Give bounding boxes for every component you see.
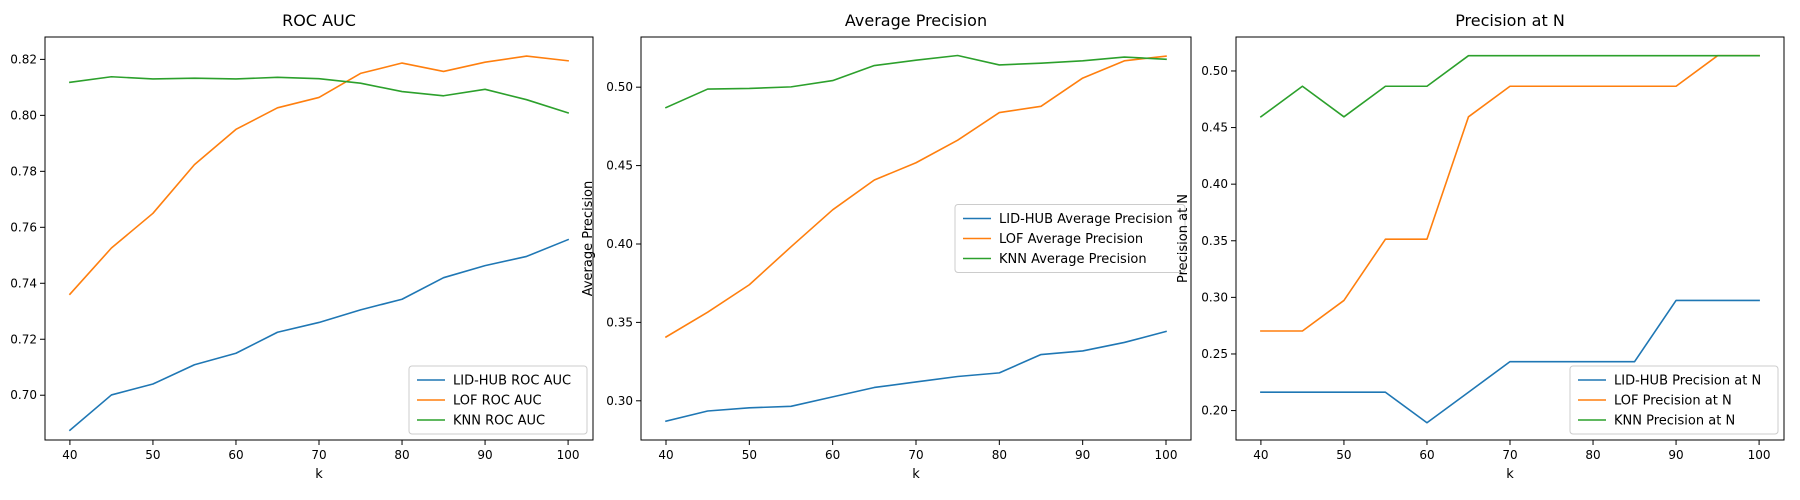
chart-title: ROC AUC xyxy=(282,11,356,30)
y-tick-label: 0.40 xyxy=(606,237,633,251)
series-line-3 xyxy=(1259,54,1760,118)
y-tick-label: 0.45 xyxy=(1201,121,1228,135)
chart-panel-3: Precision at N 40 50 60 70 80 90 100 0.20 0.25 0.3… xyxy=(1176,11,1785,482)
legend-label: KNN ROC AUC xyxy=(453,414,545,429)
x-tick-label: 100 xyxy=(1748,448,1771,462)
x-tick-label: 90 xyxy=(1668,448,1683,462)
series-line-2 xyxy=(68,55,569,296)
series-line-3 xyxy=(664,54,1167,109)
x-tick-label: 50 xyxy=(1336,448,1351,462)
x-tick-label: 100 xyxy=(557,448,580,462)
y-tick-label: 0.50 xyxy=(1201,64,1228,78)
chart-panel-1: ROC AUC 40 50 60 70 80 90 100 0.70 0.72 0.74 0.76 0.… xyxy=(10,11,594,482)
x-tick-label: 50 xyxy=(145,448,160,462)
x-tick-label: 80 xyxy=(394,448,409,462)
legend: LID-HUB Precision at N LOF Precision at N… xyxy=(1569,365,1779,435)
chart-title: Average Precision xyxy=(845,11,987,30)
x-tick-label: 40 xyxy=(658,448,673,462)
series-line-3 xyxy=(69,75,570,114)
legend-label: KNN Precision at N xyxy=(1614,414,1735,429)
legend-box xyxy=(954,204,1186,273)
y-tick-label: 0.30 xyxy=(606,394,633,408)
x-tick-label: 70 xyxy=(311,448,326,462)
x-tick-label: 40 xyxy=(62,448,77,462)
x-tick-label: 90 xyxy=(1075,448,1090,462)
y-tick-label: 0.20 xyxy=(1201,404,1228,418)
x-tick-label: 40 xyxy=(1253,448,1268,462)
x-axis-label: k xyxy=(1506,467,1514,482)
x-axis-label: k xyxy=(315,467,323,482)
x-tick-label: 70 xyxy=(908,448,923,462)
y-axis-label: Average Precision xyxy=(581,181,596,297)
series-line-2 xyxy=(1260,54,1760,332)
legend-label: LOF Precision at N xyxy=(1614,394,1732,409)
legend-box xyxy=(408,365,588,435)
legend-label: LOF ROC AUC xyxy=(453,394,542,409)
x-axis-label: k xyxy=(912,467,920,482)
legend-label: LID-HUB Average Precision xyxy=(999,212,1173,227)
y-tick-label: 0.25 xyxy=(1201,347,1228,361)
y-tick-label: 0.82 xyxy=(10,52,37,66)
series-line-2 xyxy=(664,55,1167,339)
y-tick-label: 0.74 xyxy=(10,276,37,290)
series-line-1 xyxy=(665,330,1167,423)
legend: LID-HUB Average Precision LOF Average Pre… xyxy=(954,204,1186,273)
x-tick-label: 50 xyxy=(742,448,757,462)
series-line-1 xyxy=(68,238,570,432)
legend-label: LID-HUB Precision at N xyxy=(1614,374,1761,389)
y-tick-label: 0.72 xyxy=(10,332,37,346)
x-tick-label: 70 xyxy=(1502,448,1517,462)
series-line-1 xyxy=(1260,299,1760,424)
chart-title: Precision at N xyxy=(1455,11,1565,30)
y-tick-label: 0.45 xyxy=(606,159,633,173)
y-tick-label: 0.40 xyxy=(1201,177,1228,191)
x-tick-label: 90 xyxy=(477,448,492,462)
x-tick-label: 60 xyxy=(228,448,243,462)
x-tick-label: 60 xyxy=(825,448,840,462)
y-tick-label: 0.35 xyxy=(1201,234,1228,248)
x-tick-label: 80 xyxy=(1585,448,1600,462)
y-axis-label: Precision at N xyxy=(1176,194,1191,283)
x-tick-label: 80 xyxy=(992,448,1007,462)
y-tick-label: 0.70 xyxy=(10,388,37,402)
legend: LID-HUB ROC AUC LOF ROC AUC KNN ROC AUC xyxy=(408,365,588,435)
legend-label: LOF Average Precision xyxy=(999,232,1143,247)
y-tick-label: 0.76 xyxy=(10,220,37,234)
y-tick-label: 0.35 xyxy=(606,315,633,329)
legend-label: KNN Average Precision xyxy=(999,252,1147,267)
y-tick-label: 0.50 xyxy=(606,80,633,94)
y-tick-label: 0.30 xyxy=(1201,290,1228,304)
x-tick-label: 100 xyxy=(1155,448,1178,462)
y-tick-label: 0.78 xyxy=(10,164,37,178)
chart-panel-2: Average Precision 40 50 60 70 80 90 100 0.30 0.35… xyxy=(581,11,1192,482)
legend-box xyxy=(1569,365,1779,435)
legend-label: LID-HUB ROC AUC xyxy=(453,374,571,389)
x-tick-label: 60 xyxy=(1419,448,1434,462)
y-tick-label: 0.80 xyxy=(10,108,37,122)
